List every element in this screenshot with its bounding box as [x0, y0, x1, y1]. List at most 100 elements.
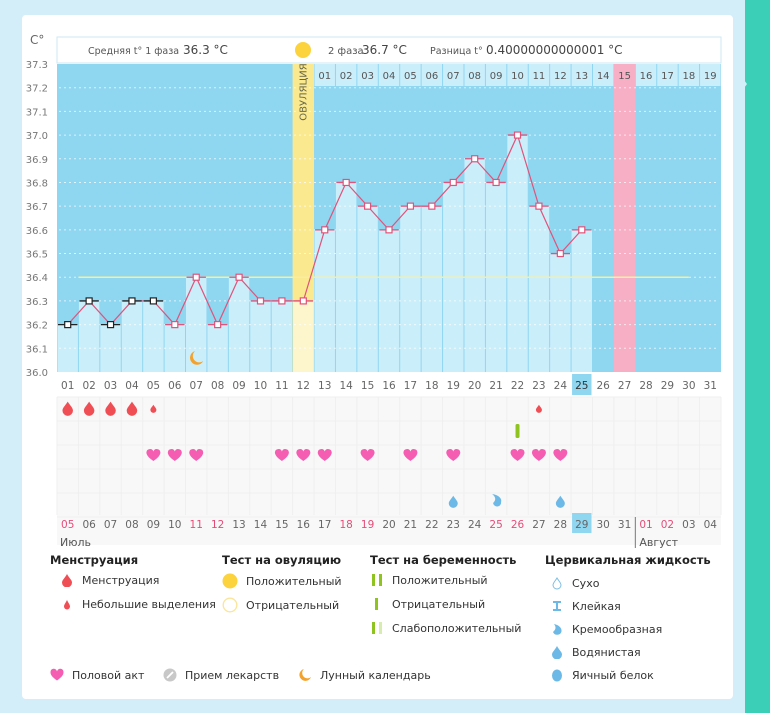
moon-icon: [190, 351, 204, 365]
spotting-drop-icon: [535, 404, 542, 413]
cycle-day-label: 09: [490, 71, 503, 82]
legend-cervical-watery: Водянистая: [550, 645, 641, 659]
x-tick-label: 14: [339, 380, 353, 392]
cycle-day-label: 02: [340, 71, 353, 82]
legend-ovulation-negative-label: Отрицательный: [246, 598, 340, 612]
intercourse-heart-icon: [510, 449, 525, 461]
temperature-point: [278, 297, 286, 305]
x-tick-label: 05: [147, 380, 160, 392]
phase2-value: 36.7 °C: [362, 43, 407, 57]
cycle-day-label: 14: [597, 71, 610, 82]
cycle-day-label: 17: [661, 71, 674, 82]
y-tick-label: 37.2: [26, 84, 48, 95]
ovulation-column: [292, 64, 315, 372]
calendar-date-label: 11: [190, 519, 203, 531]
cycle-day-label: 15: [618, 71, 631, 82]
calendar-date-label: 20: [382, 519, 395, 531]
calendar-date-label: 02: [661, 519, 674, 531]
calendar-date-label: 30: [597, 519, 610, 531]
cycle-day-cell: [485, 64, 507, 86]
cycle-day-label: 11: [533, 71, 546, 82]
temperature-point: [128, 297, 136, 305]
x-tick-label: 02: [82, 380, 95, 392]
pregnancy-test-icon: [515, 424, 520, 438]
dry-drop-icon: [552, 577, 562, 590]
temperature-bar: [357, 206, 378, 372]
legend-moon-label: Лунный календарь: [320, 668, 431, 682]
side-panel-arrow[interactable]: [738, 72, 747, 96]
blood-drop-icon: [62, 574, 72, 587]
intercourse-heart-icon: [446, 449, 461, 461]
temperature-point: [149, 297, 157, 305]
x-tick-label: 07: [190, 380, 203, 392]
x-tick-label: 12: [297, 380, 310, 392]
cycle-day-cell: [700, 64, 721, 86]
x-tick-label: 28: [639, 380, 652, 392]
spotting-drop-icon: [150, 404, 157, 413]
side-panel: [745, 0, 770, 713]
cycle-day-cell: [314, 64, 335, 86]
month-label-july: Июль: [60, 536, 91, 549]
today-highlight: [572, 374, 592, 395]
intercourse-heart-icon: [274, 449, 289, 461]
sticky-icon: [553, 601, 561, 611]
diff-value: 0.40000000000001 °C: [486, 43, 623, 57]
calendar-date-label: 10: [168, 519, 181, 531]
y-tick-label: 36.9: [26, 155, 48, 166]
x-tick-label: 24: [554, 380, 568, 392]
calendar-date-label: 25: [489, 519, 502, 531]
legend-cervical-eggwhite: Яичный белок: [550, 668, 654, 682]
legend-moon: Лунный календарь: [298, 668, 431, 682]
x-tick-label: 13: [318, 380, 331, 392]
calendar-date-label: 24: [468, 519, 482, 531]
temperature-bar: [57, 324, 78, 372]
intercourse-heart-icon: [360, 449, 375, 461]
temperature-point: [321, 226, 329, 234]
cycle-day-label: 10: [511, 71, 524, 82]
cycle-day-label: 12: [554, 71, 567, 82]
legend-ovulation-positive: Положительный: [222, 573, 342, 589]
x-tick-label: 20: [468, 380, 481, 392]
intercourse-heart-icon: [403, 449, 418, 461]
cycle-day-cell: [571, 64, 592, 86]
calendar-date-label: 09: [147, 519, 160, 531]
calendar-date-label: 13: [232, 519, 245, 531]
cycle-day-label: 16: [640, 71, 653, 82]
menstruation-drop-icon: [126, 401, 138, 416]
cervical-creamy-icon: [492, 494, 502, 507]
calendar-date-label: 18: [339, 519, 352, 531]
test-one-line-icon: [375, 598, 378, 610]
legend-cervical-dry-label: Сухо: [572, 576, 600, 590]
temperature-bar: [271, 300, 293, 372]
legend-cervical-watery-label: Водянистая: [572, 645, 641, 659]
intercourse-heart-icon: [531, 449, 546, 461]
legend-pregnancy-title: Тест на беременность: [370, 553, 517, 567]
x-tick-label: 03: [104, 380, 117, 392]
cycle-day-label: 18: [683, 71, 696, 82]
cycle-day-label: 19: [704, 71, 717, 82]
legend-medication-label: Прием лекарств: [185, 668, 280, 682]
phase1-label: Средняя t° 1 фаза: [88, 46, 179, 57]
cycle-day-label: 01: [318, 71, 331, 82]
menstruation-drop-icon: [83, 401, 95, 416]
y-tick-label: 36.2: [26, 321, 48, 332]
calendar-date-label: 28: [554, 519, 567, 531]
cervical-watery-icon: [448, 495, 458, 508]
temperature-point: [578, 226, 586, 234]
temperature-bar: [421, 206, 443, 372]
expected-period-column: [613, 64, 636, 372]
legend-medication: Прием лекарств: [163, 668, 279, 682]
legend-spotting-label: Небольшие выделения: [82, 597, 216, 611]
temperature-bar: [528, 206, 550, 372]
calendar-today-highlight: [572, 513, 592, 533]
test-two-lines-icon: [372, 574, 382, 586]
calendar-grid: [57, 397, 721, 545]
calendar-date-label: 16: [297, 519, 311, 531]
calendar-date-label: 29: [575, 519, 588, 531]
menstruation-drop-icon: [62, 401, 73, 416]
temperature-bar: [143, 300, 164, 372]
calendar-date-label: 15: [275, 519, 288, 531]
moon-icon: [299, 669, 311, 681]
calendar-date-label: 04: [704, 519, 718, 531]
